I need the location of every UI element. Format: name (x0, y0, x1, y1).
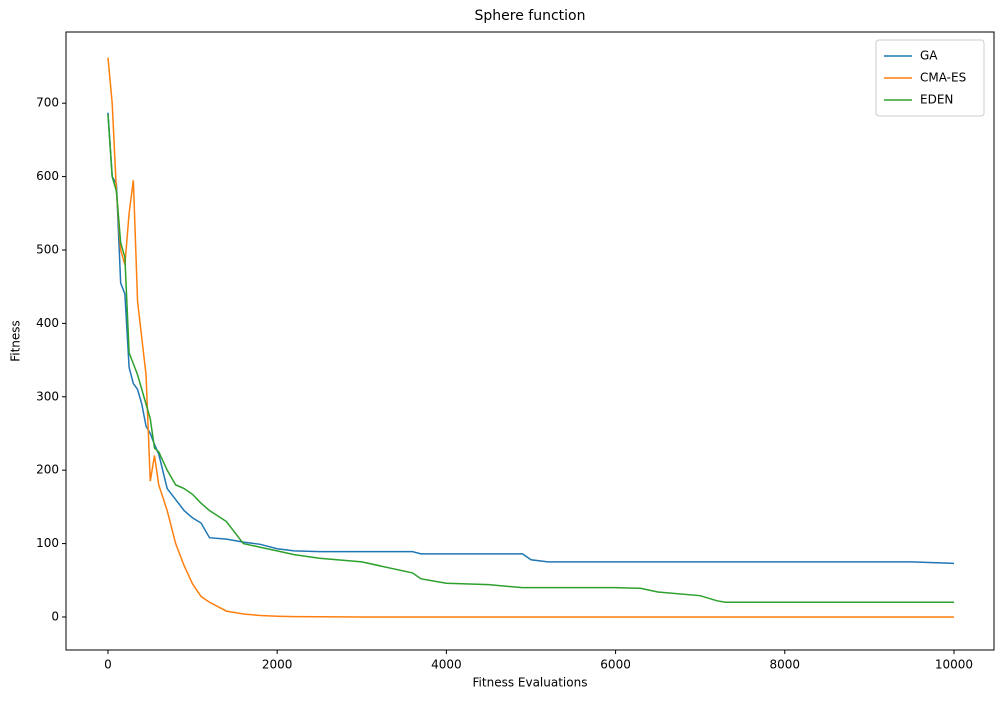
y-tick-label: 0 (51, 609, 59, 623)
y-tick-label: 700 (36, 96, 59, 110)
y-tick-label: 600 (36, 169, 59, 183)
y-tick-label: 100 (36, 536, 59, 550)
y-tick-label: 300 (36, 389, 59, 403)
x-tick-label: 8000 (770, 658, 801, 672)
y-tick-label: 200 (36, 463, 59, 477)
x-tick-label: 10000 (935, 658, 973, 672)
legend-label: EDEN (920, 93, 953, 107)
series-line (107, 112, 955, 565)
y-tick-label: 500 (36, 242, 59, 256)
y-tick-label: 400 (36, 316, 59, 330)
series-line (107, 114, 954, 604)
legend-box (875, 39, 985, 117)
x-tick-label: 4000 (431, 658, 462, 672)
y-axis-label: Fitness (9, 320, 23, 362)
x-tick-label: 6000 (600, 658, 631, 672)
chart-title: Sphere function (475, 8, 586, 24)
x-axis-label: Fitness Evaluations (473, 676, 588, 690)
series-line (107, 57, 954, 618)
legend-label: GA (920, 49, 938, 63)
x-tick-label: 2000 (262, 658, 293, 672)
plot-frame (65, 31, 995, 651)
x-tick-label: 0 (104, 658, 112, 672)
legend-label: CMA-ES (920, 71, 966, 85)
